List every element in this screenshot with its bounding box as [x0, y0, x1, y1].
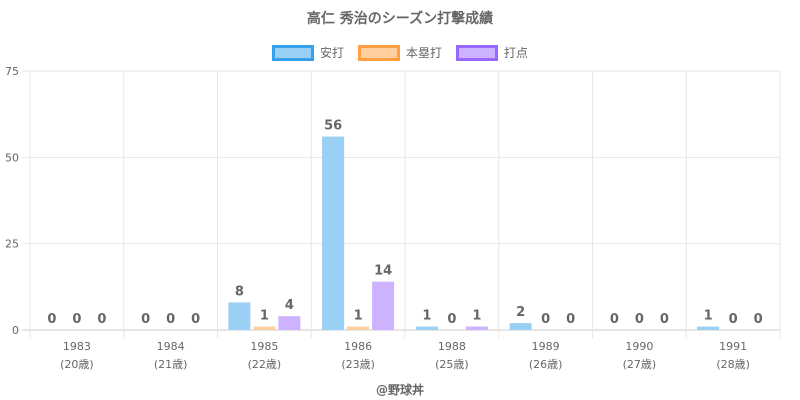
legend-item[interactable]: 打点: [456, 44, 528, 61]
x-tick-label: 1989: [532, 340, 560, 353]
bar-value-label: 2: [516, 305, 525, 320]
x-tick-sublabel: (20歳): [60, 358, 94, 371]
bar-value-label: 8: [235, 284, 244, 299]
footer-credit: @野球丼: [375, 383, 424, 397]
x-tick-label: 1991: [719, 340, 747, 353]
bar-value-label: 1: [354, 309, 363, 324]
bar: [372, 281, 395, 330]
x-tick-sublabel: (22歳): [248, 358, 282, 371]
bar: [347, 326, 370, 330]
bar: [253, 326, 276, 330]
x-tick-label: 1985: [250, 340, 278, 353]
bar-value-label: 1: [704, 309, 713, 324]
bar-value-label: 0: [754, 312, 763, 327]
bar: [697, 326, 720, 330]
x-tick-sublabel: (28歳): [716, 358, 750, 371]
legend-label: 本塁打: [405, 46, 442, 60]
bar-value-label: 0: [141, 312, 150, 327]
bar-value-label: 0: [97, 312, 106, 327]
legend-swatch: [357, 44, 400, 61]
bar-value-label: 0: [191, 312, 200, 327]
x-tick-sublabel: (25歳): [435, 358, 469, 371]
legend-swatch: [456, 44, 498, 61]
bar-value-label: 0: [729, 312, 738, 327]
bar-value-label: 14: [374, 264, 392, 279]
bar-value-label: 0: [566, 312, 575, 327]
bar: [465, 326, 488, 330]
y-tick-label: 50: [5, 151, 19, 164]
legend-label: 安打: [319, 46, 344, 60]
legend-item[interactable]: 安打: [271, 44, 344, 61]
x-tick-label: 1990: [625, 340, 653, 353]
bar-value-label: 0: [447, 312, 456, 327]
x-tick-sublabel: (23歳): [341, 358, 375, 371]
bar-value-label: 0: [610, 312, 619, 327]
x-tick-label: 1986: [344, 340, 372, 353]
legend: 安打 本塁打 打点: [0, 44, 800, 61]
bar-value-label: 1: [472, 309, 481, 324]
bar: [228, 302, 251, 330]
y-tick-label: 75: [5, 65, 19, 78]
y-tick-label: 0: [12, 324, 19, 337]
bar-value-label: 0: [660, 312, 669, 327]
bar-value-label: 0: [166, 312, 175, 327]
x-tick-sublabel: (27歳): [623, 358, 657, 371]
bar-value-label: 56: [324, 119, 342, 134]
x-tick-label: 1984: [157, 340, 185, 353]
legend-item[interactable]: 本塁打: [357, 44, 442, 61]
chart-title: 高仁 秀治のシーズン打撃成績: [306, 11, 494, 27]
x-tick-label: 1983: [63, 340, 91, 353]
bar-value-label: 0: [72, 312, 81, 327]
bar-value-label: 4: [285, 298, 294, 313]
legend-label: 打点: [504, 46, 529, 60]
bar-value-label: 0: [541, 312, 550, 327]
legend-swatch: [271, 44, 314, 61]
bar-value-label: 1: [260, 309, 269, 324]
x-tick-sublabel: (26歳): [529, 358, 563, 371]
y-tick-label: 25: [5, 238, 19, 251]
bar: [415, 326, 438, 330]
bar-value-label: 0: [47, 312, 56, 327]
bar: [278, 316, 301, 330]
bar-value-label: 0: [635, 312, 644, 327]
x-tick-sublabel: (21歳): [154, 358, 188, 371]
bar: [322, 136, 345, 330]
bar-value-label: 1: [422, 309, 431, 324]
bar: [509, 323, 532, 330]
x-tick-label: 1988: [438, 340, 466, 353]
